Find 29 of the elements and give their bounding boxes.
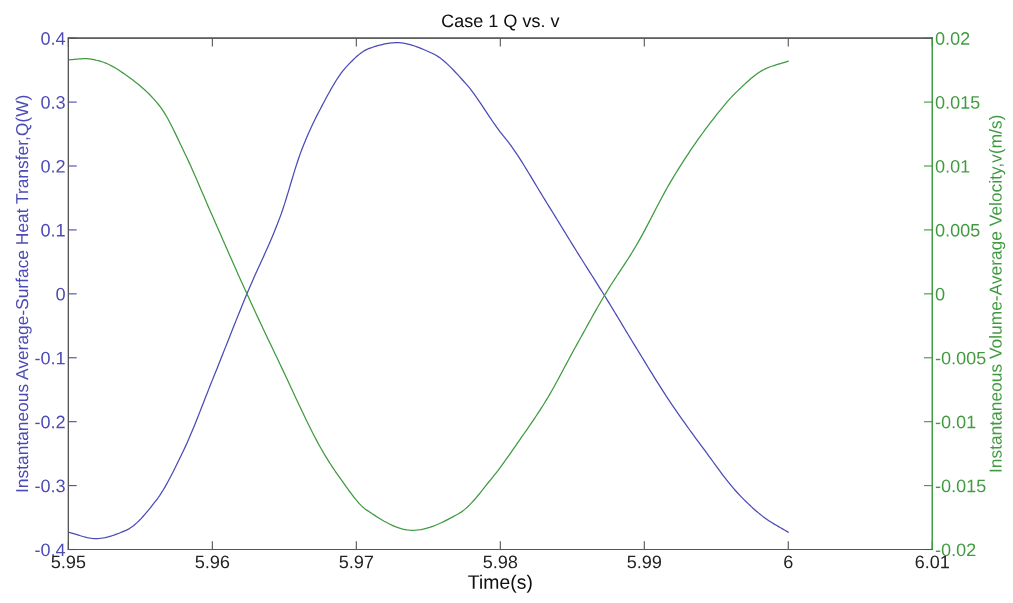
x-tick-label: 5.97: [339, 555, 374, 569]
y2-tick-label: -0.005: [935, 351, 986, 365]
x-tick-label: 5.96: [195, 555, 230, 569]
x-tick-label: 6: [784, 555, 793, 569]
y2-tick-label: 0: [935, 287, 945, 301]
x-tick-label: 5.98: [483, 555, 518, 569]
x-axis-title: Time(s): [468, 574, 532, 593]
y2-axis-title: Instantaneous Volume-Average Velocity,v(m/s): [989, 115, 1006, 472]
y2-tick-label: 0.02: [935, 32, 970, 45]
y-tick-label: -0.2: [35, 415, 65, 429]
y-tick-label: -0.1: [35, 351, 65, 365]
y-tick-label: 0.3: [41, 96, 65, 109]
y-tick-label: 0: [56, 287, 65, 301]
y-tick-label: -0.4: [35, 543, 66, 557]
y2-tick-label: 0.005: [935, 223, 980, 237]
y2-tick-label: -0.01: [935, 415, 976, 429]
y2-tick-label: -0.02: [935, 543, 976, 557]
y2-tick-label: -0.015: [935, 479, 986, 493]
x-tick-label: 5.95: [51, 555, 86, 569]
y-axis-title: Instantaneous Average-Surface Heat Transfer,Q(W): [15, 95, 32, 492]
y-tick-label: 0.4: [41, 32, 66, 45]
y-tick-label: 0.2: [41, 159, 65, 173]
chart-title: Case 1 Q vs. v: [442, 14, 560, 31]
y-tick-label: -0.3: [35, 479, 65, 493]
x-tick-label: 5.99: [627, 555, 662, 569]
y2-tick-label: 0.015: [935, 96, 980, 109]
y2-tick-label: 0.01: [935, 159, 970, 173]
x-tick-label: 6.01: [915, 555, 949, 569]
y-tick-label: 0.1: [41, 223, 65, 237]
